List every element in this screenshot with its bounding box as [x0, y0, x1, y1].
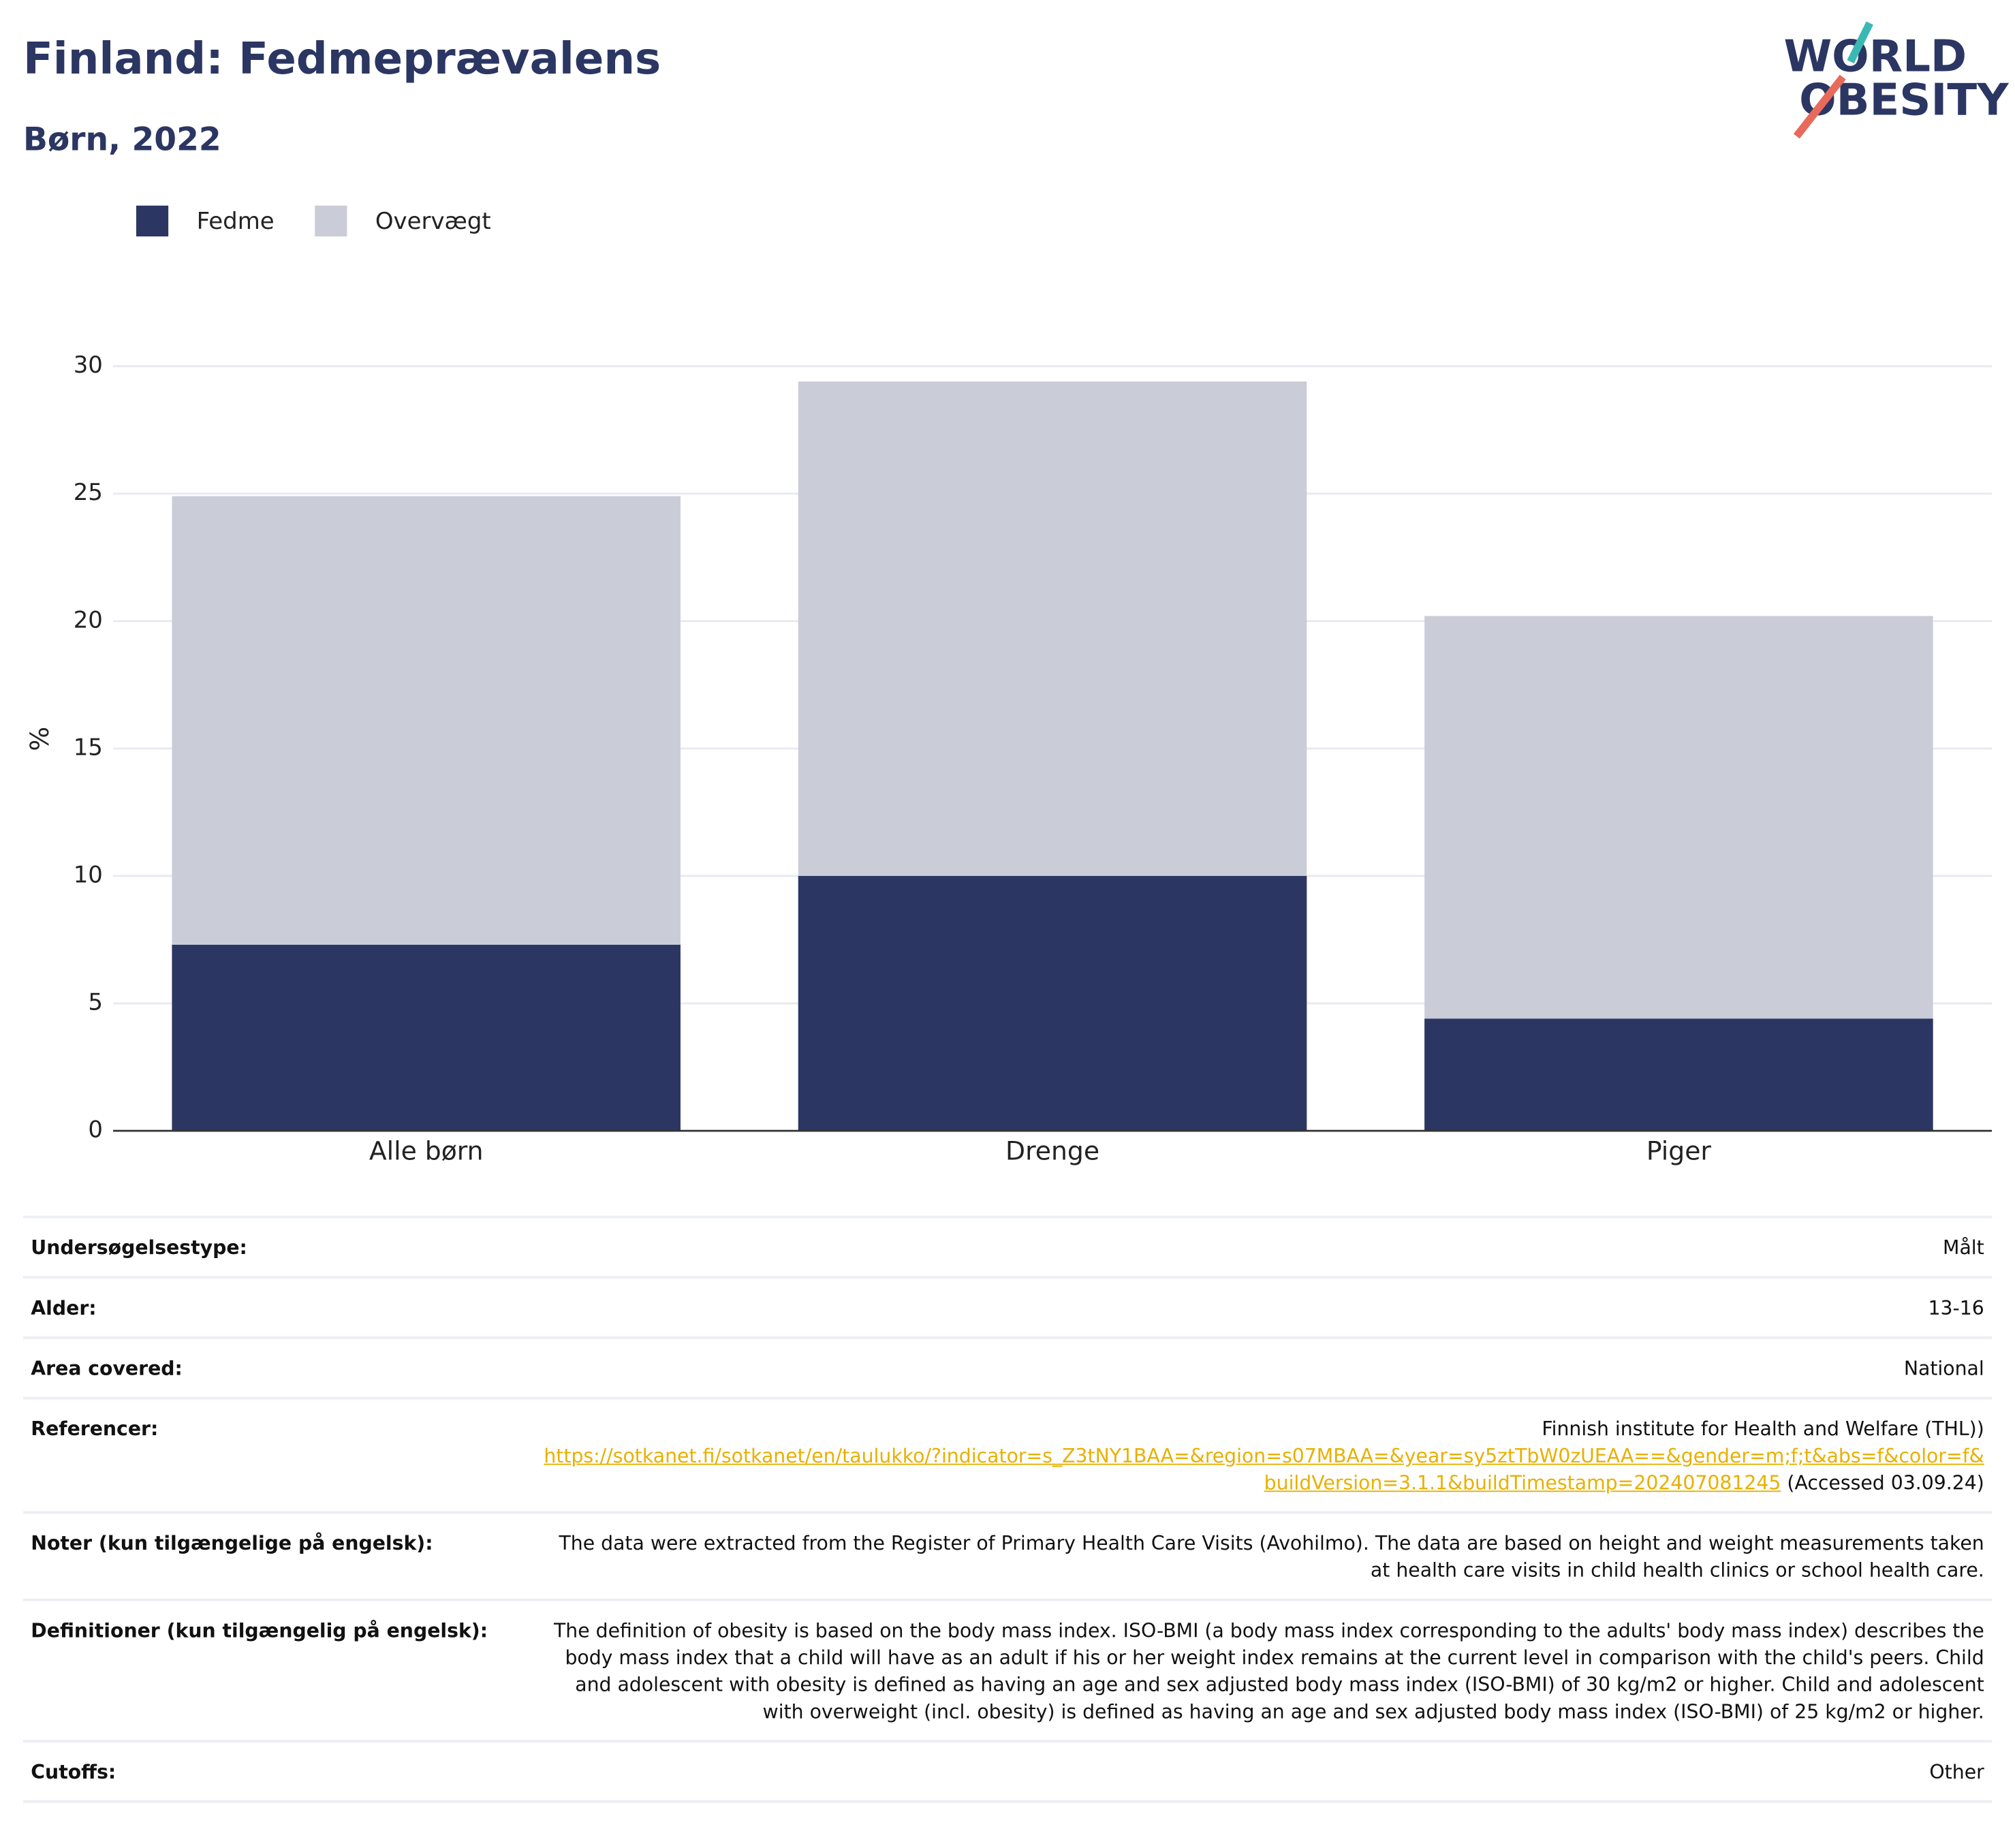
x-tick-label: Piger	[1646, 1136, 1712, 1166]
legend-swatch	[136, 205, 169, 237]
row-value: The definition of obesity is based on th…	[527, 1598, 1993, 1742]
y-tick-label: 20	[74, 606, 103, 633]
y-tick-label: 10	[74, 861, 103, 888]
row-label: Alder:	[22, 1276, 527, 1338]
bar	[1424, 1018, 1933, 1131]
table-row: Referencer: Finnish institute for Health …	[22, 1396, 1993, 1513]
legend-swatch	[315, 205, 347, 237]
legend-label: Overvægt	[375, 208, 491, 235]
source-link: https://sotkanet.fi/sotkanet/en/taulukko…	[535, 1443, 1984, 1497]
chart: Finland: Fedmeprævalens Børn, 2022 WORLD…	[23, 21, 2010, 1166]
row-label: Area covered:	[22, 1336, 527, 1398]
logo-slash	[1847, 21, 1873, 64]
table-row: Noter (kun tilgængelige på engelsk): The …	[22, 1511, 1993, 1600]
accessed-date: (Accessed 03.09.24)	[1787, 1471, 1984, 1494]
x-tick-label: Drenge	[1005, 1136, 1099, 1166]
row-label: Cutoffs:	[22, 1740, 527, 1803]
table-row: Area covered: National	[22, 1336, 1993, 1398]
chart-subtitle: Børn, 2022	[23, 121, 221, 159]
row-label: Noter (kun tilgængelige på engelsk):	[22, 1511, 527, 1600]
row-value: 13-16	[527, 1276, 1993, 1338]
y-tick-label: 15	[74, 734, 103, 761]
chart-title: Finland: Fedmeprævalens	[23, 33, 661, 84]
table-row: Undersøgelsestype: Målt	[22, 1215, 1993, 1278]
reference-link[interactable]: https://sotkanet.fi/sotkanet/en/taulukko…	[544, 1444, 1984, 1494]
y-tick-label: 30	[74, 351, 103, 379]
y-tick-label: 5	[88, 989, 103, 1016]
table-row: Cutoffs: Other	[22, 1740, 1993, 1803]
row-value: Other	[527, 1740, 1993, 1803]
x-tick-label: Alle børn	[369, 1136, 484, 1166]
logo-text: WORLD	[1783, 31, 1967, 82]
y-tick-label: 0	[88, 1116, 103, 1144]
bar	[798, 875, 1307, 1131]
row-label: Undersøgelsestype:	[22, 1215, 527, 1278]
table-row: Definitioner (kun tilgængelig på engelsk…	[22, 1598, 1993, 1742]
logo-text: OBESITY	[1799, 74, 2010, 125]
legend-label: Fedme	[197, 208, 275, 235]
y-tick-label: 25	[74, 479, 103, 506]
row-value: Finnish institute for Health and Welfare…	[527, 1396, 1993, 1513]
row-value: The data were extracted from the Registe…	[527, 1511, 1993, 1600]
logo-slash	[1793, 74, 1846, 139]
row-label: Referencer:	[22, 1396, 527, 1513]
row-label: Definitioner (kun tilgængelig på engelsk…	[22, 1598, 527, 1742]
y-axis-label: %	[25, 727, 54, 751]
table-row: Alder: 13-16	[22, 1276, 1993, 1338]
source-name: Finnish institute for Health and Welfare…	[1542, 1417, 1984, 1441]
row-value: Målt	[527, 1215, 1993, 1278]
row-value: National	[527, 1336, 1993, 1398]
bar	[172, 944, 681, 1131]
info-table: Undersøgelsestype: Målt Alder: 13-16 Area co…	[22, 1215, 1993, 1803]
